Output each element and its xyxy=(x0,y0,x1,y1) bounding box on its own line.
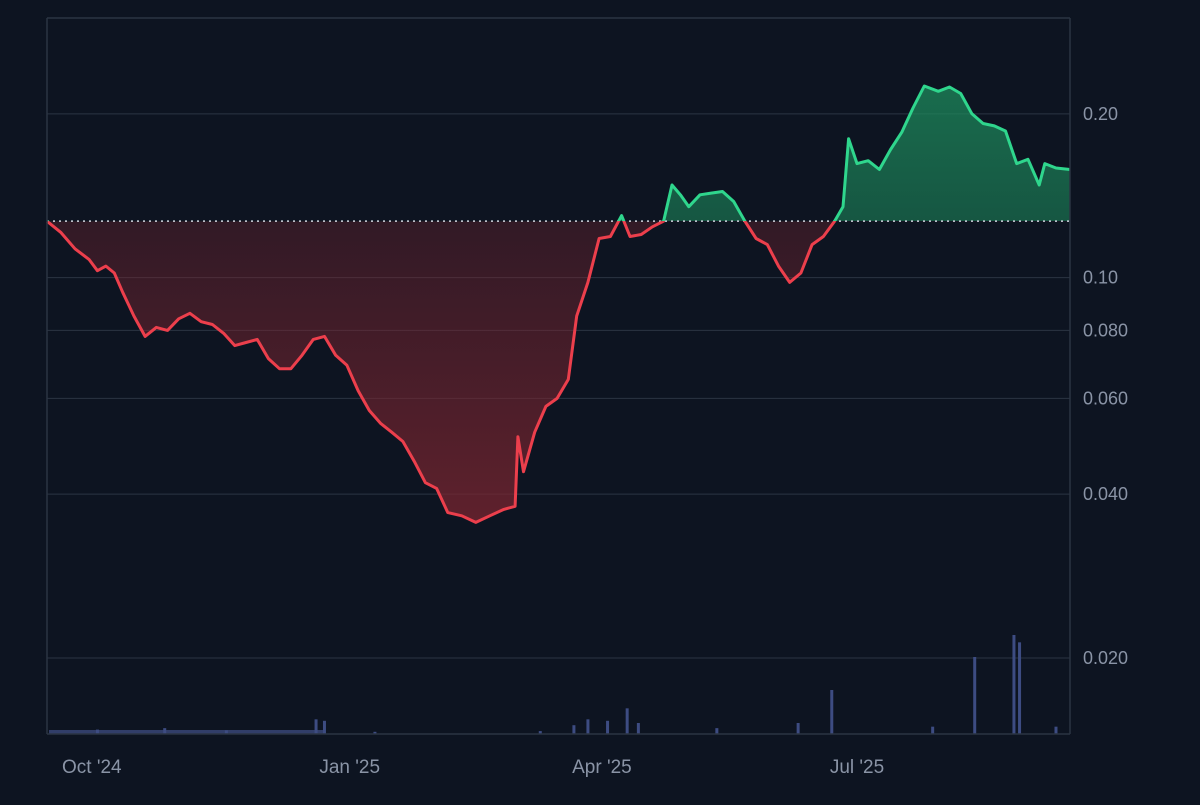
volume-bar xyxy=(49,730,326,734)
price-line xyxy=(46,84,1071,524)
volume-bars xyxy=(49,635,1058,734)
y-tick-label: 0.20 xyxy=(1083,104,1118,124)
volume-bar xyxy=(636,723,640,734)
volume-bar xyxy=(1012,635,1016,734)
volume-bar xyxy=(373,731,377,734)
volume-bar xyxy=(606,720,610,734)
volume-bar xyxy=(715,728,719,734)
price-area xyxy=(47,86,1070,523)
volume-bar xyxy=(973,657,977,734)
volume-bar xyxy=(572,725,576,734)
x-tick-label: Apr '25 xyxy=(572,757,632,778)
x-tick-label: Oct '24 xyxy=(62,757,122,778)
volume-bar xyxy=(830,690,834,734)
y-tick-label: 0.10 xyxy=(1083,268,1118,288)
volume-bar xyxy=(931,726,935,734)
volume-bar xyxy=(625,708,629,734)
area-fill-down xyxy=(47,221,1070,523)
volume-bar xyxy=(538,731,542,734)
area-fill-up xyxy=(618,86,1070,222)
volume-bar xyxy=(314,719,318,734)
volume-bar xyxy=(322,720,326,734)
volume-bar xyxy=(1054,726,1058,734)
series-line-down xyxy=(46,221,837,524)
x-tick-label: Jul '25 xyxy=(830,757,884,778)
y-tick-label: 0.020 xyxy=(1083,648,1128,668)
volume-bar xyxy=(796,723,800,734)
y-tick-label: 0.040 xyxy=(1083,484,1128,504)
series-line-up xyxy=(47,84,1071,222)
volume-bar xyxy=(586,719,590,734)
plot-frame xyxy=(46,17,1071,735)
x-tick-label: Jan '25 xyxy=(319,757,380,778)
volume-bar xyxy=(1018,642,1022,734)
y-tick-label: 0.060 xyxy=(1083,388,1128,408)
x-axis-labels: Oct '24 Jan '25 Apr '25 Jul '25 xyxy=(62,757,884,778)
y-tick-label: 0.080 xyxy=(1083,320,1128,340)
y-axis-labels: 0.20 0.10 0.080 0.060 0.040 0.020 xyxy=(1083,104,1128,668)
